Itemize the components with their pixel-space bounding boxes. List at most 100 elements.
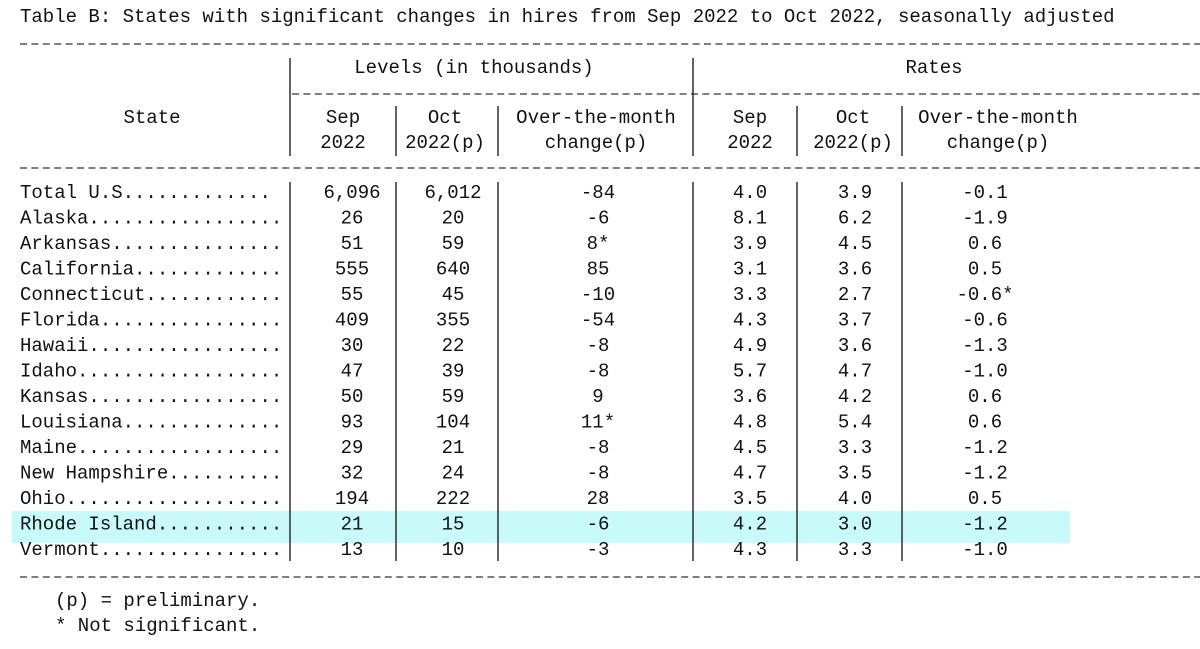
cell: 355: [436, 310, 470, 332]
cell: -84: [581, 182, 615, 204]
cell: 4.5: [733, 437, 767, 459]
cell: 3.0: [838, 514, 872, 536]
cell: -1.0: [962, 361, 1008, 383]
cell: 93: [341, 412, 364, 434]
cell: -3: [587, 539, 610, 561]
cell: 3.1: [733, 259, 767, 281]
cell: 30: [341, 335, 364, 357]
cell: 2.7: [838, 284, 872, 306]
cell: 59: [442, 233, 465, 255]
cell: 8*: [587, 233, 610, 255]
cell: -6: [587, 208, 610, 230]
cell: 8.1: [733, 208, 767, 230]
cell: 222: [436, 488, 470, 510]
cell: 409: [335, 310, 369, 332]
column-header: Sep: [326, 107, 360, 129]
state-header: State: [123, 107, 180, 129]
footnote: (p) = preliminary.: [55, 590, 260, 612]
cell: -8: [587, 335, 610, 357]
cell: 0.5: [968, 488, 1002, 510]
column-header: Oct: [836, 107, 870, 129]
cell: 5.7: [733, 361, 767, 383]
cell: 26: [341, 208, 364, 230]
cell: 3.6: [733, 386, 767, 408]
cell: 4.7: [733, 463, 767, 485]
state-name: California.............: [20, 259, 282, 281]
column-header: Over-the-month: [918, 107, 1078, 129]
cell: 4.0: [838, 488, 872, 510]
cell: 4.8: [733, 412, 767, 434]
cell: 0.6: [968, 386, 1002, 408]
cell: 59: [442, 386, 465, 408]
state-name: New Hampshire..........: [20, 463, 282, 485]
column-header: change(p): [947, 132, 1050, 154]
cell: 13: [341, 539, 364, 561]
cell: 194: [335, 488, 369, 510]
column-header: Oct: [428, 107, 462, 129]
row-highlight: [12, 511, 1070, 543]
cell: 28: [587, 488, 610, 510]
cell: 24: [442, 463, 465, 485]
cell: 0.6: [968, 233, 1002, 255]
state-name: Alaska.................: [20, 208, 282, 230]
cell: 47: [341, 361, 364, 383]
cell: 51: [341, 233, 364, 255]
cell: -1.2: [962, 514, 1008, 536]
cell: -8: [587, 437, 610, 459]
column-rules: [289, 58, 903, 561]
cell: -10: [581, 284, 615, 306]
cell: 50: [341, 386, 364, 408]
table-title: Table B: States with significant changes…: [20, 6, 1115, 28]
cell: 555: [335, 259, 369, 281]
cell: 3.6: [838, 259, 872, 281]
state-name: Hawaii.................: [20, 335, 282, 357]
column-header: 2022: [727, 132, 773, 154]
cell: 4.5: [838, 233, 872, 255]
cell: 85: [587, 259, 610, 281]
cell: 4.3: [733, 539, 767, 561]
state-name: Florida................: [20, 310, 282, 332]
cell: -0.6*: [956, 284, 1013, 306]
column-header: Over-the-month: [516, 107, 676, 129]
column-header: change(p): [545, 132, 648, 154]
cell: 9: [592, 386, 603, 408]
cell: 29: [341, 437, 364, 459]
cell: 10: [442, 539, 465, 561]
state-name: Idaho..................: [20, 361, 282, 383]
group-header: Rates: [905, 57, 962, 79]
cell: -0.6: [962, 310, 1008, 332]
state-name: Arkansas...............: [20, 233, 282, 255]
cell: 640: [436, 259, 470, 281]
cell: 6.2: [838, 208, 872, 230]
cell: 20: [442, 208, 465, 230]
cell: 6,096: [323, 182, 380, 204]
state-name: Rhode Island...........: [20, 514, 282, 536]
cell: -1.2: [962, 437, 1008, 459]
state-name: Ohio...................: [20, 488, 282, 510]
state-name: Maine..................: [20, 437, 282, 459]
cell: 22: [442, 335, 465, 357]
column-header: Sep: [733, 107, 767, 129]
cell: 4.0: [733, 182, 767, 204]
state-name: Vermont................: [20, 539, 282, 561]
cell: 4.2: [733, 514, 767, 536]
cell: 3.5: [733, 488, 767, 510]
cell: 4.3: [733, 310, 767, 332]
cell: -8: [587, 361, 610, 383]
cell: 3.7: [838, 310, 872, 332]
cell: -1.9: [962, 208, 1008, 230]
cell: -1.2: [962, 463, 1008, 485]
cell: 6,012: [424, 182, 481, 204]
cell: 3.3: [838, 539, 872, 561]
cell: 0.5: [968, 259, 1002, 281]
state-name: Connecticut............: [20, 284, 282, 306]
cell: 5.4: [838, 412, 872, 434]
cell: -54: [581, 310, 615, 332]
cell: 55: [341, 284, 364, 306]
column-header: 2022(p): [405, 132, 485, 154]
column-header: 2022: [320, 132, 366, 154]
state-name: Louisiana..............: [20, 412, 282, 434]
cell: 4.7: [838, 361, 872, 383]
cell: 3.6: [838, 335, 872, 357]
